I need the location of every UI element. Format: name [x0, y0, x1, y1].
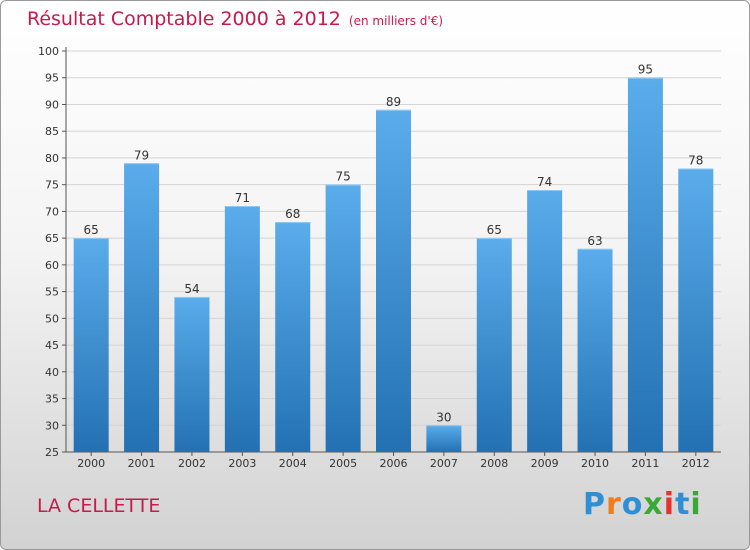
x-tick-label: 2000 [77, 457, 105, 470]
y-tick-label: 55 [45, 286, 59, 299]
data-label: 79 [134, 148, 149, 162]
data-label: 75 [335, 170, 350, 184]
bars [73, 77, 714, 453]
title-main: Résultat Comptable 2000 à 2012 [27, 8, 341, 30]
y-tick-label: 60 [45, 259, 59, 272]
x-tick-label: 2002 [178, 457, 206, 470]
logo-letter: x [643, 487, 664, 522]
data-label: 71 [235, 191, 250, 205]
data-label: 74 [537, 175, 552, 189]
data-label: 78 [688, 154, 703, 168]
bar [275, 222, 311, 452]
bar [527, 190, 563, 452]
bar [376, 109, 411, 453]
logo-letter: r [606, 487, 622, 522]
data-label: 95 [638, 63, 653, 77]
data-label: 65 [487, 223, 502, 237]
y-tick-label: 70 [45, 205, 59, 218]
x-tick-label: 2007 [430, 457, 458, 470]
title-subtitle: (en milliers d'€) [348, 14, 444, 28]
x-tick-label: 2012 [682, 457, 710, 470]
logo-letter: P [583, 487, 606, 522]
x-tick-label: 2011 [631, 457, 659, 470]
bar [325, 184, 361, 452]
x-tick-label: 2008 [480, 457, 508, 470]
bar [476, 238, 512, 452]
y-tick-label: 65 [45, 232, 59, 245]
logo-letter: i [663, 487, 676, 522]
y-tick-label: 30 [45, 419, 59, 432]
x-tick-label: 2003 [228, 457, 256, 470]
x-tick-label: 2001 [128, 457, 156, 470]
bar [124, 163, 160, 452]
y-tick-label: 90 [45, 98, 59, 111]
bar [577, 248, 613, 452]
data-label: 65 [84, 223, 99, 237]
x-tick-label: 2010 [581, 457, 609, 470]
logo-letter: o [621, 487, 644, 522]
bar [224, 206, 260, 452]
bar [678, 168, 714, 453]
data-label: 30 [436, 410, 451, 424]
y-tick-label: 50 [45, 312, 59, 325]
x-tick-label: 2004 [279, 457, 307, 470]
chart-title: Résultat Comptable 2000 à 2012 (en millie… [27, 8, 443, 30]
labels: 65 2000 79 2001 54 2002 71 2003 68 2004 75 2005 89 20… [77, 63, 710, 470]
y-tick-label: 100 [38, 45, 59, 58]
y-tick-label: 25 [45, 446, 59, 459]
bar [426, 425, 462, 452]
bar [174, 296, 210, 452]
y-tick-label: 35 [45, 393, 59, 406]
x-tick-label: 2009 [531, 457, 559, 470]
data-label: 89 [386, 95, 401, 109]
x-tick-label: 2005 [329, 457, 357, 470]
data-label: 63 [587, 234, 602, 248]
y-tick-label: 85 [45, 125, 59, 138]
y-tick-label: 80 [45, 152, 59, 165]
data-label: 54 [184, 282, 199, 296]
y-tick-label: 45 [45, 339, 59, 352]
x-tick-label: 2006 [380, 457, 408, 470]
bar-chart: 25 30 35 40 45 50 55 60 65 70 75 80 85 90 95 100 65 2000… [38, 45, 721, 470]
logo-letter: t [675, 487, 691, 522]
y-tick-label: 40 [45, 366, 59, 379]
bar [73, 238, 109, 452]
logo-letter: i [690, 487, 702, 522]
data-label: 68 [285, 207, 300, 221]
proxiti-logo: Proxiti [583, 487, 702, 522]
commune-name: LA CELLETTE [37, 495, 161, 517]
y-tick-label: 95 [45, 72, 59, 85]
bar [627, 77, 663, 452]
y-tick-label: 75 [45, 179, 59, 192]
